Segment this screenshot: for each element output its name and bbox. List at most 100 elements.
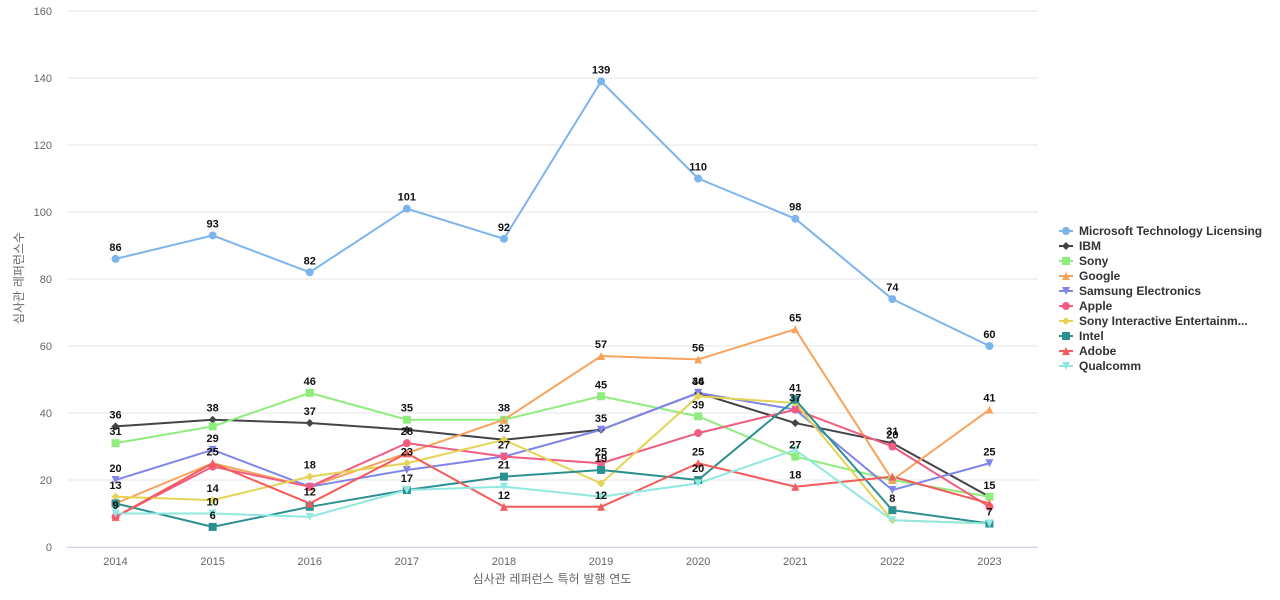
series-lines — [114, 80, 991, 528]
data-point — [791, 445, 800, 454]
data-point — [499, 452, 508, 461]
legend-marker-icon — [1062, 347, 1070, 355]
legend-item[interactable]: Sony Interactive Entertainm... — [1059, 314, 1248, 328]
data-label: 82 — [304, 255, 316, 267]
data-point — [402, 459, 411, 468]
legend-marker-icon — [1062, 287, 1070, 295]
y-tick-label: 120 — [34, 140, 52, 152]
legend-label: Sony Interactive Entertainm... — [1079, 314, 1248, 328]
data-label: 38 — [498, 403, 510, 415]
legend-item[interactable]: Intel — [1059, 329, 1104, 343]
y-tick-label: 60 — [40, 341, 52, 353]
legend-marker-icon — [1062, 362, 1070, 370]
data-point — [305, 388, 314, 397]
data-label: 10 — [207, 497, 219, 509]
data-point — [208, 522, 217, 531]
data-label: 23 — [401, 446, 413, 458]
data-point — [597, 392, 606, 401]
legend-item[interactable]: Qualcomm — [1059, 359, 1141, 373]
legend-label: Google — [1079, 269, 1121, 283]
data-point — [597, 77, 606, 86]
legend-item[interactable]: Adobe — [1059, 344, 1117, 358]
data-point — [208, 422, 217, 431]
data-point — [597, 502, 606, 511]
data-point — [499, 472, 508, 481]
data-point — [791, 214, 800, 223]
data-label: 25 — [595, 446, 607, 458]
data-point — [111, 476, 120, 484]
series-line-3 — [114, 328, 991, 505]
data-point — [305, 482, 314, 491]
legend-label: Apple — [1079, 299, 1113, 313]
y-tick-label: 140 — [34, 73, 52, 85]
legend-item[interactable]: Sony — [1059, 254, 1109, 268]
data-point — [402, 486, 411, 495]
legend-marker-icon — [1062, 272, 1070, 280]
data-point — [985, 342, 994, 350]
series-line-6 — [114, 395, 991, 525]
data-point — [111, 254, 120, 263]
y-tick-label: 100 — [34, 207, 52, 219]
legend-item[interactable]: IBM — [1059, 239, 1101, 253]
data-point — [694, 392, 703, 401]
data-point — [597, 465, 606, 474]
x-tick-label: 2019 — [589, 556, 613, 568]
legend: Microsoft Technology LicensingIBMSonyGoo… — [1059, 224, 1262, 373]
data-point — [694, 174, 703, 183]
data-label: 37 — [304, 406, 316, 418]
data-label: 139 — [592, 64, 610, 76]
legend-item[interactable]: Apple — [1059, 299, 1113, 313]
data-point — [208, 231, 217, 240]
data-point — [985, 459, 994, 468]
data-label: 28 — [401, 426, 413, 438]
series-line-4 — [114, 391, 991, 492]
legend-label: Adobe — [1079, 344, 1117, 358]
data-point — [791, 405, 800, 414]
x-tick-label: 2021 — [783, 556, 807, 568]
legend-item[interactable]: Samsung Electronics — [1059, 284, 1201, 298]
data-point — [597, 492, 606, 501]
series-markers — [111, 77, 994, 531]
legend-item[interactable]: Google — [1059, 269, 1121, 283]
data-point — [111, 422, 120, 431]
series-line-5 — [114, 408, 991, 518]
data-point — [208, 509, 217, 518]
data-label: 110 — [689, 162, 707, 174]
data-label: 25 — [207, 446, 219, 458]
data-point — [402, 415, 411, 424]
data-label: 98 — [789, 202, 801, 214]
data-label: 101 — [398, 192, 416, 204]
data-point — [888, 295, 897, 304]
data-point — [694, 429, 703, 438]
legend-label: Sony — [1079, 254, 1109, 268]
x-tick-label: 2014 — [103, 556, 127, 568]
data-label: 31 — [109, 426, 121, 438]
data-point — [888, 442, 897, 451]
y-tick-label: 80 — [40, 274, 52, 286]
data-point — [985, 405, 994, 414]
data-label: 6 — [210, 510, 216, 522]
data-label: 27 — [789, 440, 801, 452]
data-point — [597, 425, 606, 434]
data-label: 12 — [595, 490, 607, 502]
legend-item[interactable]: Microsoft Technology Licensing — [1059, 224, 1262, 238]
data-label: 60 — [983, 329, 995, 341]
data-label: 25 — [983, 446, 995, 458]
data-label: 56 — [692, 342, 704, 354]
data-point — [402, 439, 411, 448]
data-point — [694, 412, 703, 421]
legend-marker-icon — [1062, 317, 1070, 325]
series-line-7 — [114, 398, 991, 528]
data-point — [402, 204, 411, 213]
data-point — [985, 492, 994, 501]
data-point — [402, 465, 411, 474]
data-label: 32 — [498, 423, 510, 435]
data-point — [499, 415, 508, 424]
legend-marker-icon — [1062, 227, 1070, 235]
data-point — [402, 425, 411, 434]
x-tick-label: 2016 — [298, 556, 322, 568]
data-label: 13 — [109, 480, 121, 492]
